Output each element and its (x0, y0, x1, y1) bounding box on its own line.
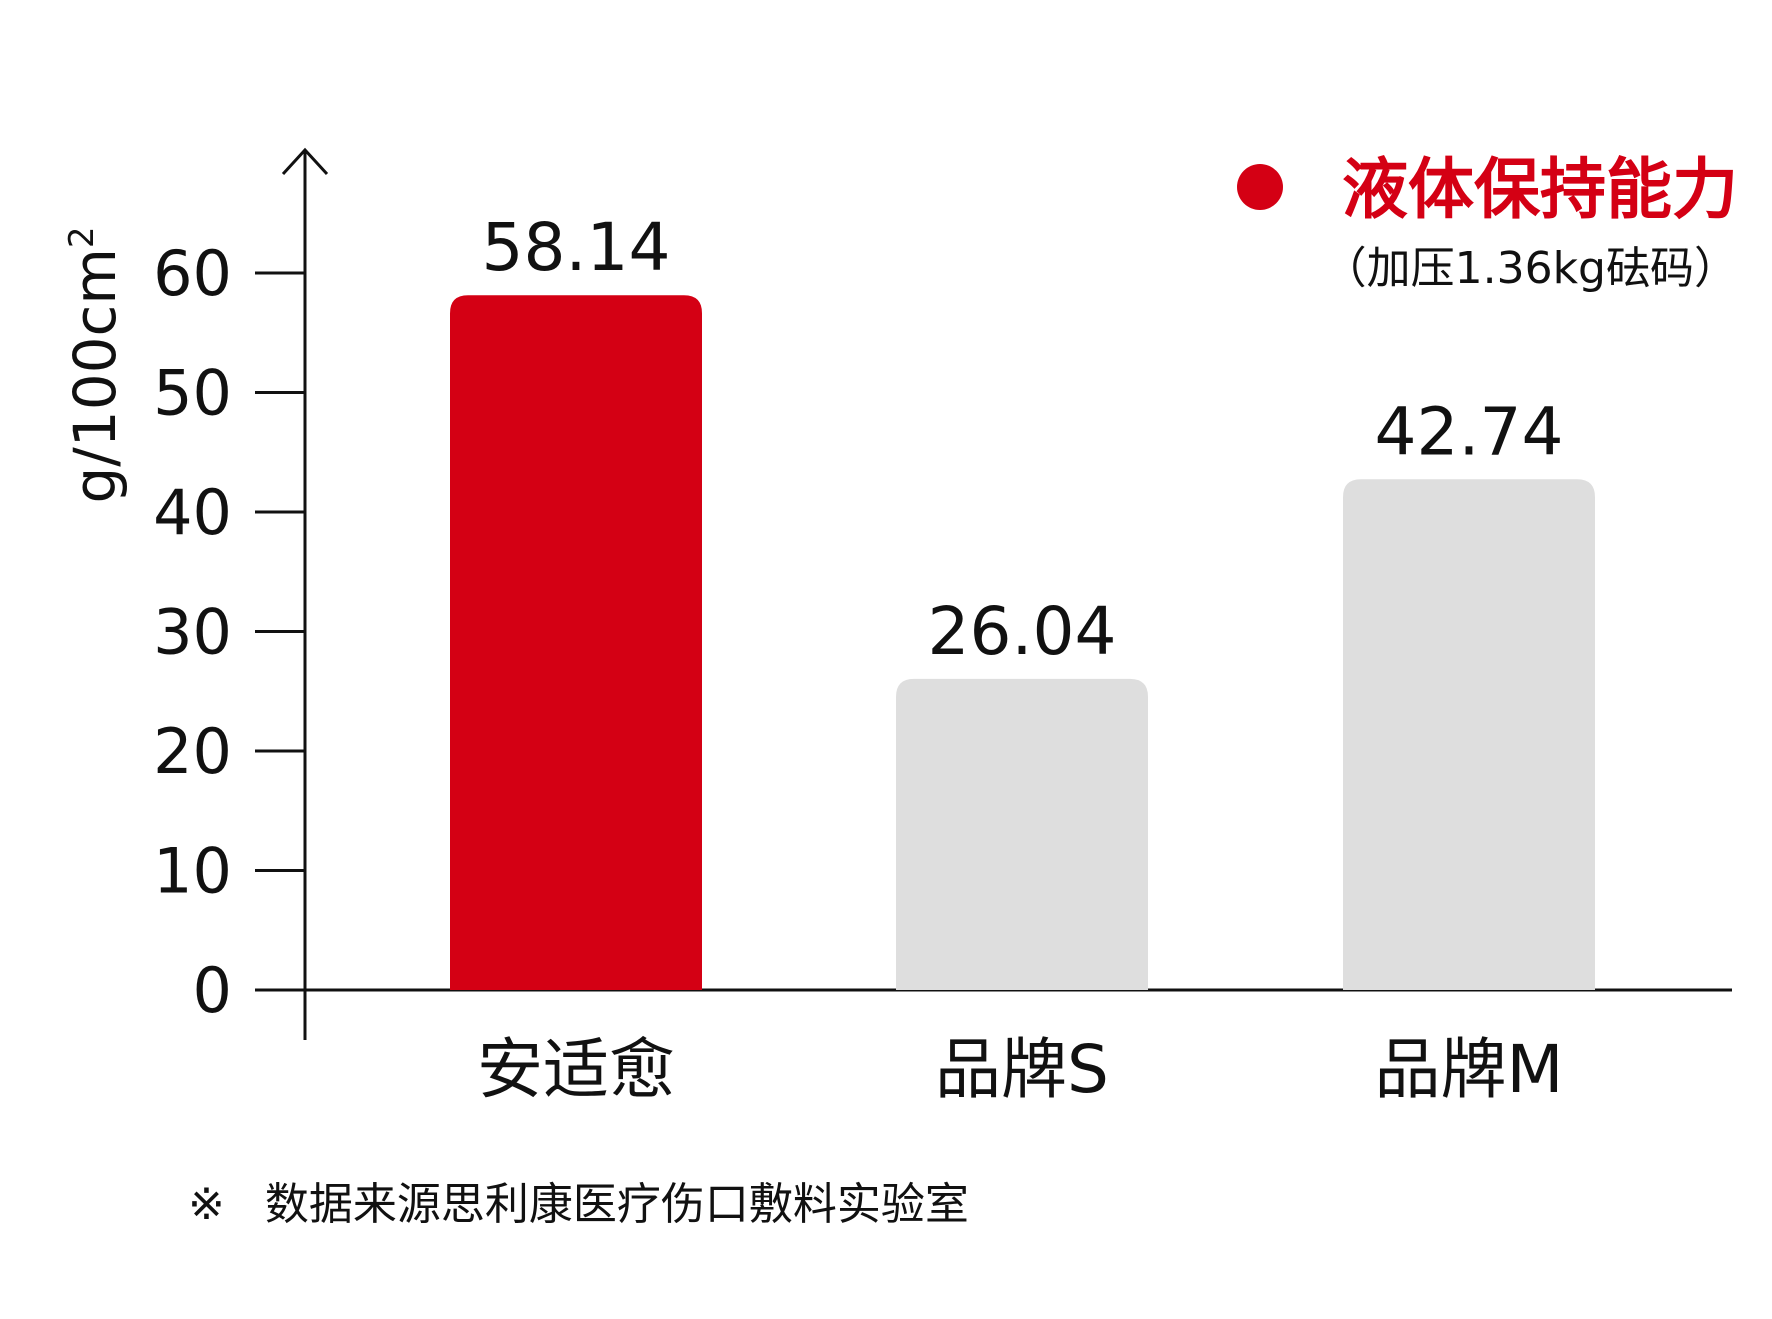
footnote-text: 数据来源思利康医疗伤口敷料实验室 (264, 1179, 969, 1230)
bar (1343, 479, 1595, 990)
y-axis-label: g/100cm2 (61, 226, 129, 503)
footnote-mark: ※ (188, 1179, 225, 1230)
y-axis-arrow-icon (281, 147, 329, 176)
legend: 液体保持能力 （加压1.36kg砝码） (1237, 151, 1738, 294)
x-category-label: 品牌M (1375, 1031, 1564, 1108)
bar-value-label: 42.74 (1375, 393, 1564, 470)
x-category-label: 品牌S (935, 1031, 1109, 1108)
y-tick-label: 40 (153, 476, 232, 549)
legend-marker (1237, 164, 1283, 210)
bars: 58.14 安适愈 26.04 品牌S 42.74 品牌M (450, 209, 1595, 1108)
bar-value-label: 58.14 (482, 209, 671, 286)
legend-sublabel: （加压1.36kg砝码） (1323, 243, 1738, 294)
bar (450, 295, 702, 990)
y-axis-ticks: 0 10 20 30 40 50 60 (153, 237, 305, 1027)
y-tick-label: 50 (153, 357, 232, 430)
y-tick-label: 20 (153, 715, 232, 788)
bar (896, 678, 1148, 990)
y-tick-label: 10 (153, 835, 232, 908)
y-tick-label: 30 (153, 596, 232, 669)
legend-label: 液体保持能力 (1342, 151, 1738, 228)
x-category-label: 安适愈 (477, 1031, 675, 1108)
footnote: ※ 数据来源思利康医疗伤口敷料实验室 (188, 1168, 969, 1232)
bar-value-label: 26.04 (928, 593, 1117, 670)
y-tick-label: 0 (193, 954, 232, 1027)
y-tick-label: 60 (153, 237, 232, 310)
